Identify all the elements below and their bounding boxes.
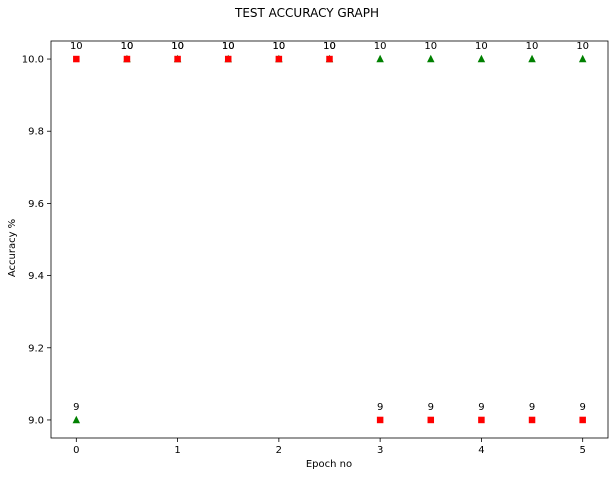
data-label: 10 bbox=[374, 41, 387, 52]
triangle-marker bbox=[376, 54, 384, 63]
data-label: 10 bbox=[475, 41, 488, 52]
x-tick-label: 0 bbox=[73, 445, 79, 456]
y-axis-label: Accuracy % bbox=[7, 219, 18, 277]
data-label: 10 bbox=[222, 41, 235, 52]
x-tick-label: 5 bbox=[579, 445, 585, 456]
data-label: 10 bbox=[272, 41, 285, 52]
data-label: 10 bbox=[171, 41, 184, 52]
data-label: 10 bbox=[171, 41, 184, 52]
square-marker bbox=[174, 55, 181, 63]
square-marker bbox=[478, 416, 485, 424]
data-label: 10 bbox=[272, 41, 285, 52]
square-marker bbox=[123, 55, 131, 63]
square-marker bbox=[224, 55, 232, 63]
series-1: 9 10 10 10 10 10 10 10 10 10 10 bbox=[72, 41, 589, 424]
square-marker bbox=[579, 416, 586, 424]
data-label: 9 bbox=[428, 402, 434, 413]
data-label: 10 bbox=[70, 41, 83, 52]
triangle-marker bbox=[477, 54, 486, 63]
data-label: 10 bbox=[526, 41, 539, 52]
data-label: 10 bbox=[424, 41, 437, 52]
data-label: 10 bbox=[323, 41, 336, 52]
triangle-marker bbox=[72, 415, 81, 424]
x-axis: 0 1 2 3 4 5 bbox=[73, 438, 586, 456]
data-label: 9 bbox=[377, 402, 383, 413]
square-marker bbox=[326, 55, 333, 63]
square-marker bbox=[528, 416, 536, 424]
y-tick-label: 9.4 bbox=[28, 271, 44, 282]
triangle-marker bbox=[578, 54, 587, 63]
y-axis: 9.0 9.2 9.4 9.6 9.8 10.0 bbox=[22, 55, 51, 426]
data-label: 9 bbox=[529, 402, 535, 413]
data-label: 10 bbox=[121, 41, 134, 52]
square-marker bbox=[427, 416, 435, 424]
x-axis-label: Epoch no bbox=[306, 459, 352, 470]
y-tick-label: 9.0 bbox=[28, 415, 44, 426]
data-label: 10 bbox=[121, 41, 134, 52]
chart-title: TEST ACCURACY GRAPH bbox=[234, 6, 379, 20]
axes-border bbox=[50, 40, 609, 439]
y-tick-label: 10.0 bbox=[22, 55, 44, 66]
square-marker bbox=[73, 55, 80, 63]
data-label: 9 bbox=[579, 402, 585, 413]
series-2: 10 10 10 10 10 10 9 9 9 9 9 bbox=[70, 41, 586, 424]
y-tick-label: 9.2 bbox=[28, 343, 44, 354]
data-label: 10 bbox=[576, 41, 589, 52]
square-marker bbox=[376, 416, 384, 424]
square-marker bbox=[275, 55, 283, 63]
data-label: 9 bbox=[73, 402, 79, 413]
x-tick-label: 2 bbox=[276, 445, 282, 456]
data-label: 10 bbox=[323, 41, 336, 52]
triangle-marker bbox=[427, 54, 435, 63]
x-tick-label: 3 bbox=[377, 445, 383, 456]
data-label: 10 bbox=[222, 41, 235, 52]
data-label: 9 bbox=[478, 402, 484, 413]
x-tick-label: 1 bbox=[174, 445, 180, 456]
x-tick-label: 4 bbox=[478, 445, 484, 456]
triangle-marker bbox=[528, 54, 536, 63]
y-tick-label: 9.8 bbox=[28, 127, 44, 138]
y-tick-label: 9.6 bbox=[28, 199, 44, 210]
axes-frame bbox=[50, 40, 609, 439]
